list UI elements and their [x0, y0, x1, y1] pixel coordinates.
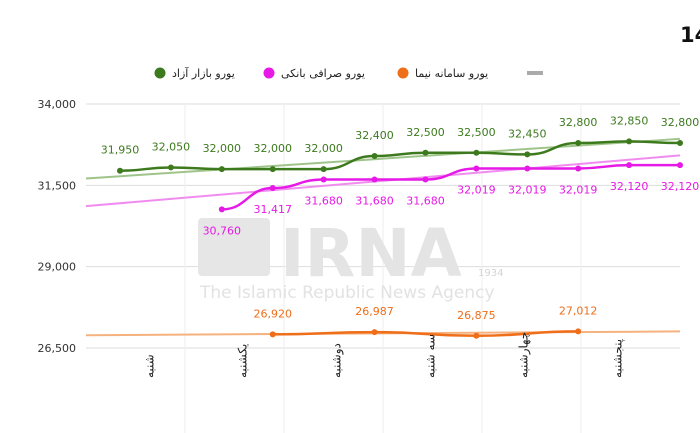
data-point-1-8 — [626, 162, 633, 169]
data-point-0-4 — [320, 166, 327, 173]
data-label-2-2: 26,875 — [457, 309, 496, 322]
data-label-1-5: 32,019 — [457, 183, 496, 196]
trend-line-1 — [85, 154, 681, 208]
data-label-1-1: 31,417 — [253, 203, 292, 216]
data-label-0-5: 32,400 — [355, 129, 394, 142]
data-point-0-10 — [626, 138, 633, 145]
data-point-1-5 — [473, 165, 480, 172]
series-group — [117, 138, 683, 339]
data-point-0-1 — [167, 164, 174, 171]
data-point-0-3 — [269, 166, 276, 173]
data-label-1-0: 30,760 — [203, 224, 242, 237]
data-label-1-6: 32,019 — [508, 183, 547, 196]
data-point-1-6 — [524, 165, 531, 172]
data-label-0-2: 32,000 — [203, 142, 242, 155]
data-label-0-3: 32,000 — [253, 142, 292, 155]
data-label-0-7: 32,500 — [457, 126, 496, 139]
y-tick-label-3: 34,000 — [38, 98, 77, 111]
watermark-emblem — [198, 218, 270, 276]
watermark-year: 1934 — [478, 268, 503, 279]
series-line-2 — [272, 330, 579, 338]
data-point-0-6 — [422, 149, 429, 156]
legend-label-0: یورو بازار آزاد — [172, 66, 235, 80]
data-labels: 31,950 32,050 32,000 32,000 32,000 32,400 32,5… — [101, 114, 700, 321]
data-label-1-9: 32,120 — [661, 180, 700, 193]
data-label-1-2: 31,680 — [304, 194, 343, 207]
data-label-1-7: 32,019 — [559, 183, 598, 196]
data-point-2-0 — [269, 331, 276, 338]
legend: یورو بازار آزاد یورو صرافی بانکی یورو ساما… — [154, 66, 543, 80]
data-point-0-9 — [575, 140, 582, 147]
data-point-1-3 — [371, 176, 378, 183]
chart-title: نرخ یورو - از 30 مرداد تا 5 شهریور 1400 — [680, 23, 700, 47]
data-point-1-2 — [320, 176, 327, 183]
y-tick-label-1: 29,000 — [38, 261, 77, 274]
data-point-1-7 — [575, 165, 582, 172]
data-label-0-11: 32,800 — [661, 116, 700, 129]
data-point-0-0 — [117, 167, 123, 174]
data-point-1-1 — [269, 185, 276, 192]
data-point-2-2 — [473, 332, 480, 339]
x-category-label-4: چهارشنبه — [517, 332, 532, 378]
y-axis: 26,500 29,000 31,500 34,000 — [38, 98, 77, 355]
watermark: IRNA 1934 The Islamic Republic News Agency — [198, 215, 503, 303]
x-category-label-1: یکشنبه — [236, 344, 250, 378]
data-point-0-5 — [371, 153, 378, 160]
data-point-1-9 — [677, 162, 683, 169]
watermark-subtext: The Islamic Republic News Agency — [199, 283, 495, 303]
legend-marker-0 — [154, 67, 166, 79]
legend-marker-2 — [397, 67, 409, 79]
data-label-0-4: 32,000 — [304, 142, 343, 155]
legend-label-1: یورو صرافی بانکی — [281, 67, 365, 80]
grid — [86, 103, 680, 433]
data-label-2-0: 26,920 — [253, 307, 292, 320]
legend-marker-1 — [263, 67, 275, 79]
x-axis: شنبه یکشنبه دوشنبه سه شنبه چهارشنبه پنجشنبه — [143, 332, 625, 378]
data-label-0-0: 31,950 — [101, 144, 140, 157]
y-tick-label-0: 26,500 — [38, 342, 77, 355]
data-point-2-1 — [371, 329, 378, 336]
watermark-logo-text: IRNA — [280, 215, 462, 292]
legend-label-2: یورو سامانه نیما — [415, 67, 488, 80]
data-point-0-2 — [218, 166, 225, 173]
x-category-label-0: شنبه — [143, 354, 157, 378]
x-category-label-3: سه شنبه — [424, 334, 438, 378]
data-point-0-8 — [524, 151, 531, 158]
x-category-label-2: دوشنبه — [330, 343, 345, 378]
data-label-1-8: 32,120 — [610, 180, 649, 193]
data-label-0-1: 32,050 — [152, 140, 191, 153]
trend-line-0 — [85, 137, 681, 180]
series-line-1 — [221, 163, 680, 211]
data-label-0-10: 32,850 — [610, 114, 649, 127]
data-point-1-0 — [218, 206, 225, 213]
data-label-1-3: 31,680 — [355, 194, 394, 207]
data-label-2-3: 27,012 — [559, 304, 598, 317]
data-point-0-11 — [677, 140, 683, 147]
data-point-2-3 — [575, 328, 582, 335]
data-point-0-7 — [473, 149, 480, 156]
data-label-1-4: 31,680 — [406, 194, 445, 207]
data-point-1-4 — [422, 176, 429, 183]
data-label-0-6: 32,500 — [406, 126, 445, 139]
y-tick-label-2: 31,500 — [38, 179, 77, 192]
data-label-2-1: 26,987 — [355, 305, 394, 318]
data-label-0-9: 32,800 — [559, 116, 598, 129]
data-label-0-8: 32,450 — [508, 127, 547, 140]
series-line-0 — [119, 140, 681, 172]
x-category-label-5: پنجشنبه — [611, 339, 625, 378]
